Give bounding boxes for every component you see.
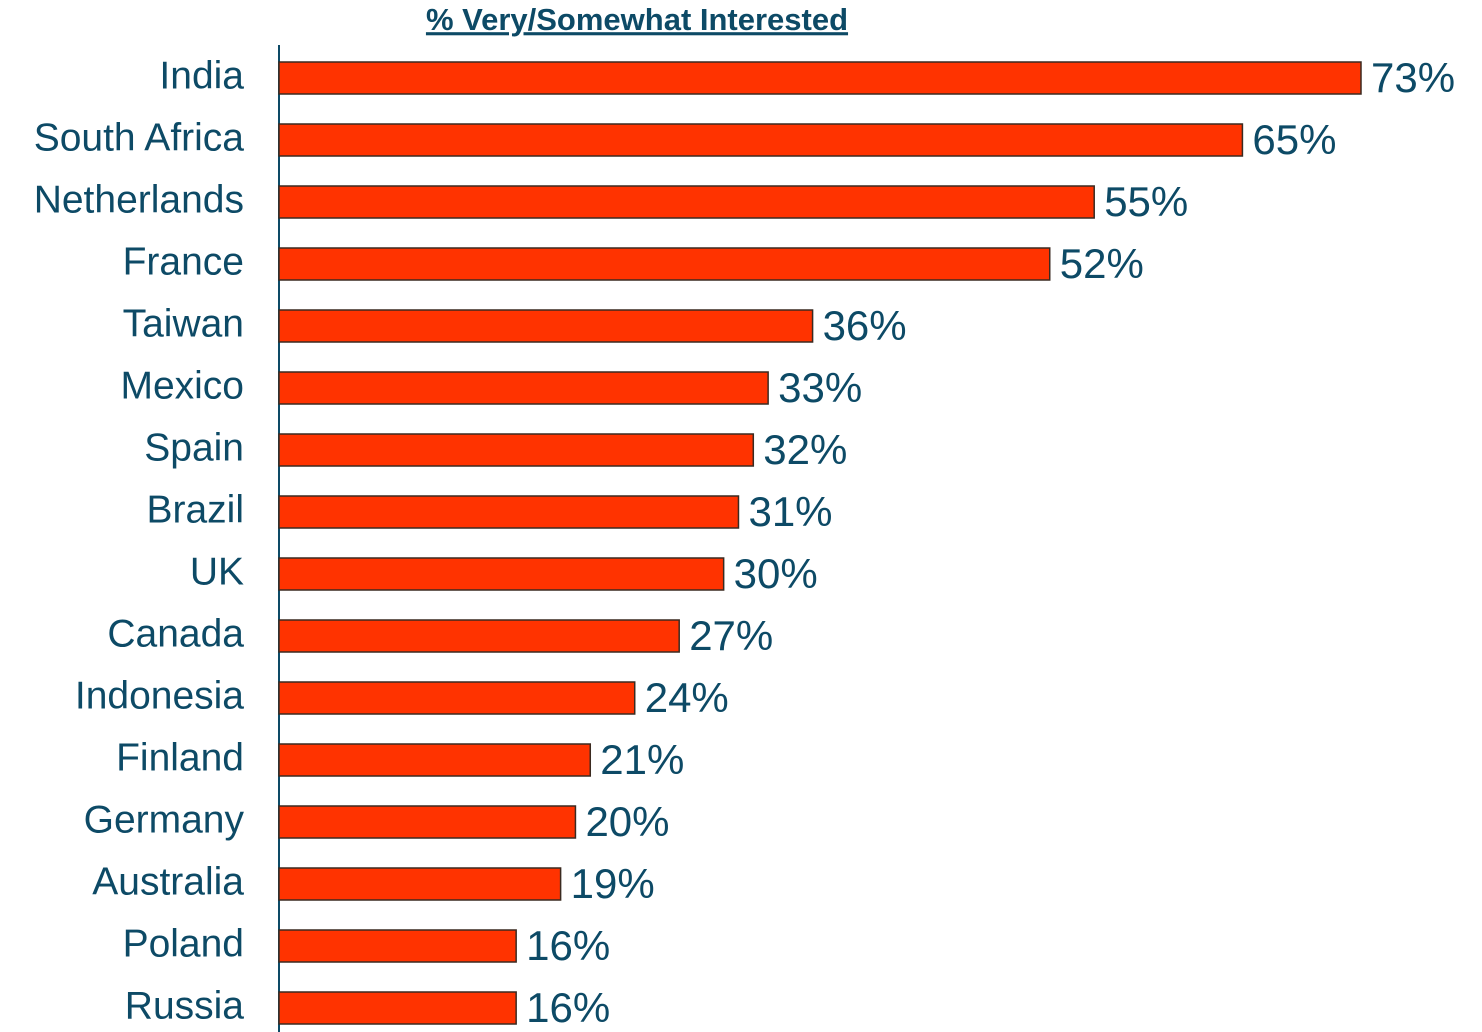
value-label: 33%: [778, 364, 862, 411]
value-label: 19%: [571, 860, 655, 907]
category-label: Taiwan: [123, 302, 244, 345]
bar: [278, 123, 1244, 157]
bar: [278, 681, 636, 715]
value-label: 21%: [600, 736, 684, 783]
value-label: 24%: [645, 674, 729, 721]
category-label: France: [123, 240, 244, 283]
bar: [278, 805, 577, 839]
bar: [278, 557, 725, 591]
category-label: Indonesia: [75, 674, 244, 717]
bar: [278, 247, 1051, 281]
category-label: Russia: [125, 984, 245, 1027]
value-label: 36%: [823, 302, 907, 349]
bar: [278, 309, 814, 343]
category-label: Spain: [144, 426, 244, 469]
bar: [278, 433, 755, 467]
category-label: India: [159, 54, 244, 97]
value-label: 16%: [526, 984, 610, 1031]
category-label: Finland: [116, 736, 244, 779]
value-label: 27%: [689, 612, 773, 659]
value-label: 52%: [1060, 240, 1144, 287]
bar: [278, 61, 1362, 95]
category-label: UK: [190, 550, 244, 593]
value-label: 16%: [526, 922, 610, 969]
category-label: Mexico: [120, 364, 244, 407]
value-label: 20%: [585, 798, 669, 845]
bar: [278, 619, 680, 653]
bar: [278, 867, 562, 901]
bar: [278, 743, 592, 777]
chart-title: % Very/Somewhat Interested: [426, 2, 848, 37]
value-label: 32%: [763, 426, 847, 473]
category-label: Germany: [84, 798, 245, 841]
value-label: 65%: [1252, 116, 1336, 163]
category-label: Canada: [107, 612, 244, 655]
value-label: 30%: [734, 550, 818, 597]
bar: [278, 495, 740, 529]
category-label: Australia: [92, 860, 244, 903]
value-label: 31%: [748, 488, 832, 535]
category-label: South Africa: [34, 116, 245, 159]
category-label: Brazil: [146, 488, 244, 531]
value-label: 73%: [1371, 54, 1455, 101]
bar: [278, 371, 769, 405]
bar: [278, 929, 517, 963]
category-label: Netherlands: [34, 178, 244, 221]
value-label: 55%: [1104, 178, 1188, 225]
bar: [278, 991, 517, 1025]
category-label: Poland: [123, 922, 244, 965]
bar: [278, 185, 1095, 219]
